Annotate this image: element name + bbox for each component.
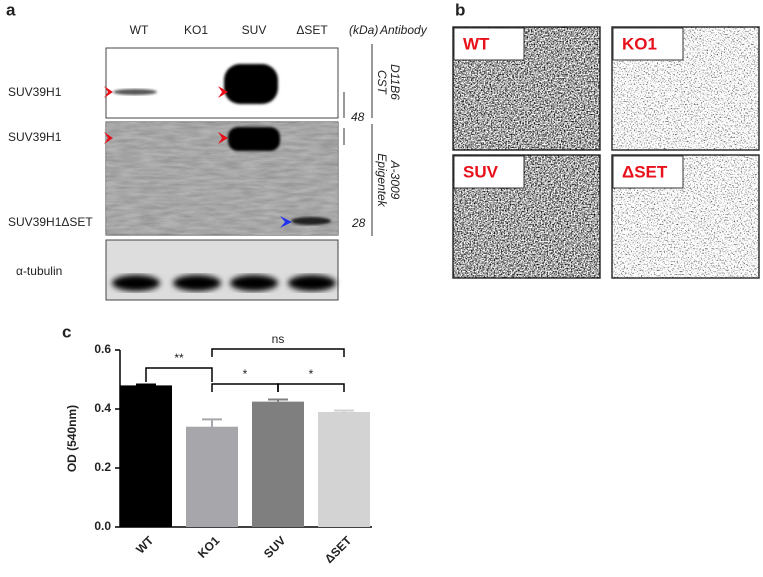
bar <box>318 411 370 527</box>
image-label: ΔSET <box>622 162 668 181</box>
lane-label: SUV <box>242 23 267 37</box>
x-tick-label: ΔSET <box>322 533 355 566</box>
y-tick-label: 0.0 <box>94 519 111 533</box>
significance-bracket <box>145 367 213 382</box>
lane-label: ΔSET <box>296 23 328 37</box>
antibody: A-3009 <box>388 160 402 200</box>
significance-label: ns <box>272 332 285 346</box>
bar <box>186 426 238 527</box>
band <box>228 127 280 151</box>
blot-3 <box>105 239 339 301</box>
bar <box>252 401 304 527</box>
marker: 48 <box>351 110 365 124</box>
significance-bracket <box>277 383 345 392</box>
image-label: WT <box>463 34 490 53</box>
row-label: SUV39H1 <box>8 130 62 144</box>
kda-header: (kDa) <box>349 23 378 37</box>
error-bar <box>136 383 156 386</box>
antibody: Epigentek <box>375 153 389 207</box>
error-bar <box>202 418 222 427</box>
blot-1 <box>105 47 339 119</box>
y-tick-label: 0.2 <box>94 460 111 474</box>
row-label: SUV39H1ΔSET <box>8 215 93 229</box>
band <box>291 217 331 225</box>
x-tick-label: KO1 <box>195 533 223 561</box>
antibody: CST <box>375 70 389 96</box>
panel-label: a <box>6 0 16 19</box>
row-label: α-tubulin <box>16 264 62 278</box>
y-axis-label: OD (540nm) <box>65 405 79 472</box>
antibody: D11B6 <box>388 64 402 100</box>
significance-bracket <box>211 348 345 357</box>
significance-label: ** <box>174 351 184 365</box>
image-label: SUV <box>463 162 499 181</box>
image-label: KO1 <box>622 34 657 53</box>
arrowheads <box>104 86 228 144</box>
band <box>224 64 278 104</box>
lane-label: WT <box>130 23 149 37</box>
row-label: SUV39H1 <box>8 85 62 99</box>
error-bar <box>334 409 354 412</box>
x-tick-label: WT <box>133 533 157 557</box>
significance-label: * <box>243 367 248 381</box>
panel-label: c <box>62 322 71 341</box>
label-box <box>612 155 684 189</box>
label-box <box>612 27 684 61</box>
y-tick-label: 0.4 <box>94 401 111 415</box>
significance-bracket <box>211 383 279 392</box>
marker: 28 <box>351 216 366 230</box>
antibody-header: Antibody <box>379 23 428 37</box>
tubulin-bands <box>112 275 336 291</box>
y-tick-label: 0.6 <box>94 342 111 356</box>
label-box <box>453 27 525 61</box>
panel-label: b <box>455 0 465 19</box>
significance-label: * <box>309 367 314 381</box>
arrowhead <box>280 216 292 228</box>
band <box>113 89 157 95</box>
error-bar <box>268 398 288 402</box>
x-tick-label: SUV <box>261 533 288 560</box>
lane-label: KO1 <box>184 23 208 37</box>
bar <box>120 385 172 527</box>
label-box <box>453 155 525 189</box>
